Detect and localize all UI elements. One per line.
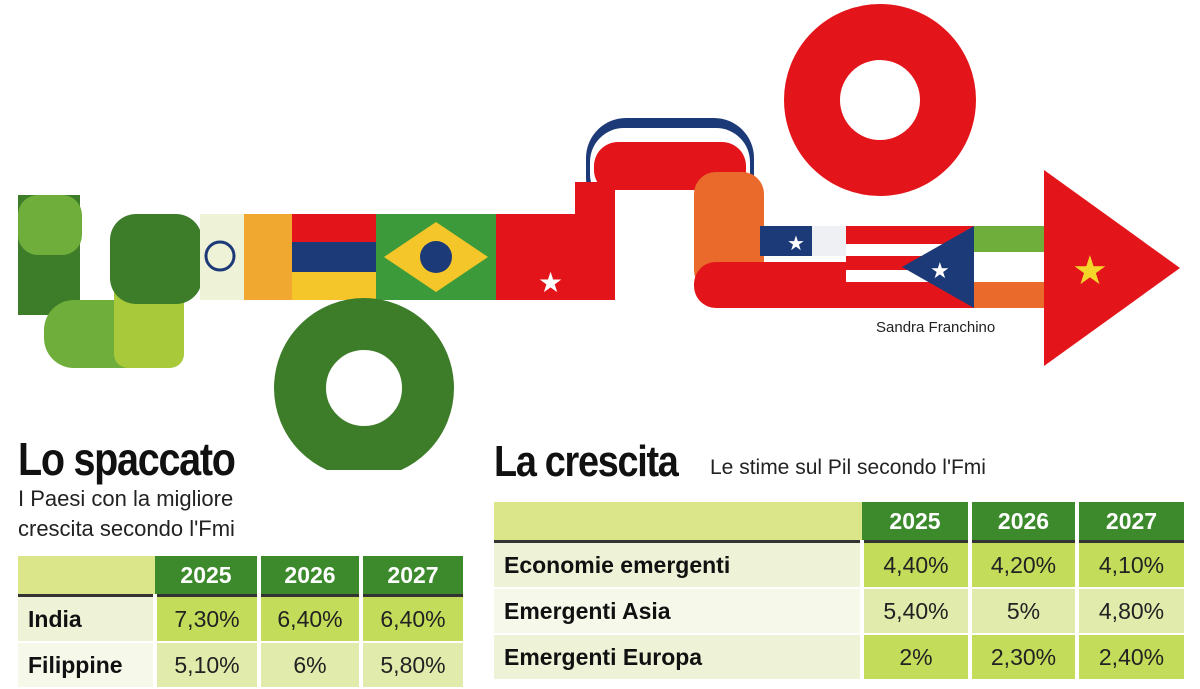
left-title: Lo spaccato xyxy=(18,433,236,485)
cell-value: 2,30% xyxy=(968,634,1077,681)
brazil-globe xyxy=(420,241,452,273)
ashoka-wheel xyxy=(204,240,236,272)
table-row: Emergenti Europa 2% 2,30% 2,40% xyxy=(494,634,1184,681)
flags-ribbon-illustration: ★ ★ ★ ★ xyxy=(18,4,1180,470)
cell-value: 4,40% xyxy=(860,541,970,589)
flag-chile-white xyxy=(812,226,846,256)
flag-ireland-orange xyxy=(974,282,1044,308)
col-header: 2027 xyxy=(1075,502,1184,542)
cell-value: 6,40% xyxy=(257,595,361,643)
header-blank xyxy=(18,556,155,596)
table-header-row: 2025 2026 2027 xyxy=(18,556,463,596)
cell-value: 6% xyxy=(257,642,361,689)
right-title: La crescita xyxy=(494,437,679,486)
header-blank xyxy=(494,502,862,542)
left-subtitle: I Paesi con la migliore crescita secondo… xyxy=(18,484,318,544)
col-header: 2025 xyxy=(862,502,970,542)
table-row: India 7,30% 6,40% 6,40% xyxy=(18,595,463,643)
left-subtitle-line2: crescita secondo l'Fmi xyxy=(18,516,235,541)
row-label: India xyxy=(18,595,155,643)
cell-value: 4,20% xyxy=(968,541,1077,589)
cell-value: 6,40% xyxy=(359,595,463,643)
cell-value: 5% xyxy=(968,588,1077,635)
ribbon-mid-green xyxy=(18,195,82,255)
ring-green xyxy=(274,298,454,470)
col-header: 2026 xyxy=(257,556,361,596)
star-icon-2: ★ xyxy=(787,233,805,255)
table-la-crescita: 2025 2026 2027 Economie emergenti 4,40% … xyxy=(494,502,1184,681)
table-row: Filippine 5,10% 6% 5,80% xyxy=(18,642,463,689)
star-icon-4: ★ xyxy=(1072,249,1108,293)
ribbon-connector xyxy=(575,182,615,300)
cell-value: 2,40% xyxy=(1075,634,1184,681)
flag-red-stars xyxy=(496,214,588,300)
cell-value: 4,10% xyxy=(1075,541,1184,589)
pr-triangle xyxy=(902,226,974,308)
col-header: 2027 xyxy=(359,556,463,596)
row-label: Emergenti Asia xyxy=(494,588,862,635)
star-icon-3: ★ xyxy=(930,258,950,283)
table-lo-spaccato: 2025 2026 2027 India 7,30% 6,40% 6,40% F… xyxy=(18,556,463,689)
flag-venezuela-mid xyxy=(292,242,376,272)
row-label: Filippine xyxy=(18,642,155,689)
table-row: Emergenti Asia 5,40% 5% 4,80% xyxy=(494,588,1184,635)
left-subtitle-line1: I Paesi con la migliore xyxy=(18,486,234,511)
ring-red xyxy=(784,4,976,196)
cell-value: 5,10% xyxy=(153,642,259,689)
arrow-vietnam xyxy=(1044,170,1180,366)
right-subtitle: Le stime sul Pil secondo l'Fmi xyxy=(710,456,986,479)
col-header: 2025 xyxy=(155,556,259,596)
flag-venezuela-bottom xyxy=(292,272,376,300)
flag-ireland-white xyxy=(974,252,1044,282)
flag-ireland-green xyxy=(974,226,1044,252)
table-header-row: 2025 2026 2027 xyxy=(494,502,1184,542)
flag-orange-band xyxy=(244,214,292,300)
cell-value: 5,40% xyxy=(860,588,970,635)
table-row: Economie emergenti 4,40% 4,20% 4,10% xyxy=(494,541,1184,589)
flag-venezuela-top xyxy=(292,214,376,242)
illustration-credit: Sandra Franchino xyxy=(876,319,996,336)
star-icon: ★ xyxy=(538,267,563,298)
row-label: Emergenti Europa xyxy=(494,634,862,681)
ribbon-green-top xyxy=(110,214,202,304)
flag-chile-blue xyxy=(760,226,812,256)
cell-value: 2% xyxy=(860,634,970,681)
cell-value: 4,80% xyxy=(1075,588,1184,635)
col-header: 2026 xyxy=(968,502,1077,542)
cell-value: 5,80% xyxy=(359,642,463,689)
cell-value: 7,30% xyxy=(153,595,259,643)
row-label: Economie emergenti xyxy=(494,541,862,589)
